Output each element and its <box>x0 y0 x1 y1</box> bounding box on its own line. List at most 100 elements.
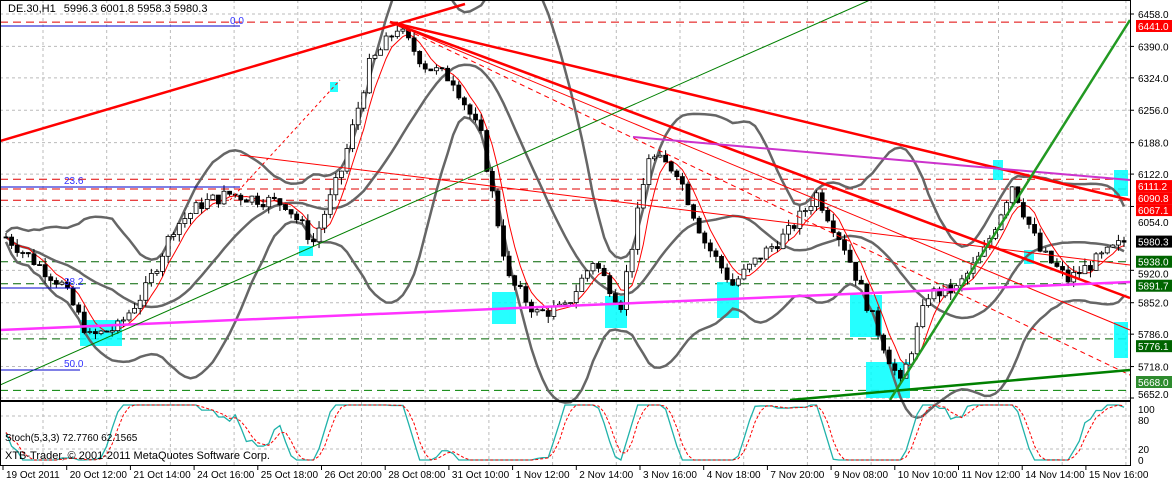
candle-body <box>417 50 423 65</box>
time-label: 9 Nov 08:00 <box>834 470 888 481</box>
candle-body <box>338 170 344 178</box>
candle-body <box>624 271 629 310</box>
candles <box>3 24 1127 385</box>
candle-body <box>3 236 9 239</box>
price-label: 6458.0 <box>1138 10 1169 21</box>
candle-body <box>1032 224 1037 234</box>
trend-lines <box>0 0 1132 402</box>
candle-body <box>467 104 473 115</box>
candle-body <box>249 195 255 203</box>
candle-body <box>489 171 495 192</box>
bollinger-bands <box>4 0 1126 419</box>
candle-body <box>238 194 244 201</box>
price-label: 6188.0 <box>1138 139 1169 150</box>
candle-body <box>590 263 596 272</box>
candle-body <box>255 195 260 205</box>
level-label-bg <box>1136 192 1172 205</box>
candle-body <box>730 279 736 286</box>
candle-body <box>428 68 434 72</box>
candle-body <box>931 288 937 300</box>
bollinger-middle <box>5 63 1125 320</box>
level-label-bg <box>1136 255 1172 268</box>
level-label: 5891.7 <box>1138 282 1169 293</box>
candle-body <box>501 225 506 257</box>
stoch-signal-line <box>5 404 1125 461</box>
time-axis[interactable]: 19 Oct 2011 20 Oct 12:00 21 Oct 14:00 24 Oc… <box>2 466 1149 481</box>
price-label: 5718.0 <box>1138 363 1169 374</box>
candle-body <box>260 204 266 208</box>
candle-body <box>98 330 104 335</box>
candle-body <box>1020 202 1026 218</box>
candle-body <box>612 293 618 303</box>
candle-body <box>327 194 333 215</box>
candle-body <box>445 67 451 82</box>
stochastic-label: Stoch(5,3,3) 72.7760 62.1565 <box>5 433 138 444</box>
candle-body <box>132 307 137 314</box>
candle-body <box>752 257 758 265</box>
candle-body <box>266 196 272 208</box>
time-label: 7 Nov 20:00 <box>770 470 824 481</box>
candle-body <box>42 264 48 278</box>
candle-body <box>104 330 110 333</box>
candle-body <box>20 252 26 254</box>
candle-body <box>596 263 601 269</box>
candle-body <box>679 176 685 185</box>
time-label: 28 Oct 08:00 <box>388 470 446 481</box>
candle-body <box>607 275 613 295</box>
candle-body <box>366 58 372 94</box>
candle-body <box>9 236 14 246</box>
time-label: 10 Nov 10:00 <box>898 470 958 481</box>
time-label: 3 Nov 16:00 <box>643 470 697 481</box>
candle-body <box>875 310 881 336</box>
level-label: 5668.0 <box>1138 378 1169 389</box>
stoch-frame <box>0 401 1131 466</box>
candle-body <box>277 198 283 206</box>
candle-body <box>87 331 93 333</box>
fib-labels: 0.0 23.6 38.2 50.0 <box>64 16 244 370</box>
candle-body <box>299 219 305 222</box>
candle-body <box>892 363 898 371</box>
candle-body <box>148 273 154 284</box>
candle-body <box>333 177 339 196</box>
candle-body <box>562 302 568 305</box>
time-label: 4 Nov 18:00 <box>707 470 761 481</box>
candle-body <box>25 252 31 255</box>
candle-body <box>506 255 512 277</box>
candle-body <box>696 217 702 234</box>
candle-body <box>1082 265 1088 275</box>
grid <box>0 0 1130 465</box>
price-axis[interactable]: 6458.0 6390.0 6324.0 6256.0 6188.0 6122.0 6054… <box>1130 10 1169 467</box>
candle-body <box>674 170 680 178</box>
time-label: 25 Oct 18:00 <box>261 470 319 481</box>
candle-body <box>394 30 400 37</box>
candle-body <box>109 330 115 333</box>
candle-body <box>652 156 657 160</box>
candle-body <box>545 310 551 317</box>
candle-body <box>372 54 378 59</box>
candle-body <box>579 277 585 292</box>
candle-body <box>853 261 859 281</box>
candle-body <box>802 210 808 212</box>
level-label-bg <box>1136 340 1172 353</box>
candle-body <box>1076 272 1082 275</box>
candle-body <box>858 279 864 285</box>
candle-body <box>1093 253 1099 271</box>
time-label: 1 Nov 12:00 <box>516 470 570 481</box>
candle-body <box>584 270 590 279</box>
candle-body <box>31 253 37 265</box>
candle-body <box>517 284 523 287</box>
stoch-tick-label: 100 <box>1138 405 1155 416</box>
candle-body <box>1054 262 1060 267</box>
price-label: 6324.0 <box>1138 74 1169 85</box>
candle-body <box>523 286 529 303</box>
candle-body <box>775 246 780 250</box>
candle-body <box>512 275 518 286</box>
candle-body <box>93 331 98 335</box>
candle-body <box>1026 216 1032 225</box>
candle-body <box>797 210 803 229</box>
candle-body <box>1116 240 1121 246</box>
ohlc-values: 5996.3 6001.8 5958.3 5980.3 <box>64 3 208 15</box>
fib-label-0: 0.0 <box>230 16 244 27</box>
